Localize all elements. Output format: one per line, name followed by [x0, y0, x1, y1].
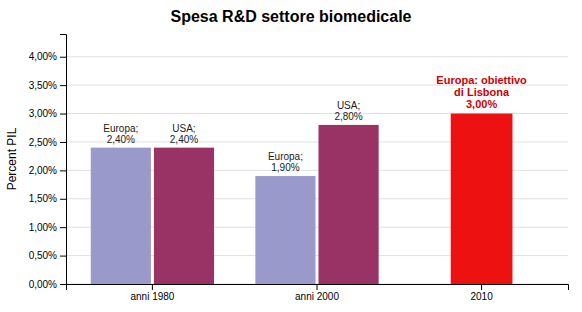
bar — [451, 114, 513, 284]
tick-label: 2010 — [470, 291, 493, 302]
tick-label: 3,50% — [29, 80, 57, 91]
y-axis-title: Percent PIL — [5, 127, 19, 190]
data-label: USA;2,80% — [334, 100, 362, 122]
tick-mark — [60, 256, 66, 257]
bars — [91, 114, 513, 284]
axis-line — [60, 35, 67, 285]
tick-label: anni 2000 — [295, 291, 339, 302]
tick: 3,00% — [29, 108, 66, 119]
tick: 2010 — [470, 284, 493, 302]
tick-label: 2,00% — [29, 165, 57, 176]
data-label: USA;2,40% — [170, 123, 198, 145]
axis-line — [67, 285, 569, 291]
tick-label: 2,50% — [29, 137, 57, 148]
plot: Europa;2,40% USA;2,40% Europa;1,90% USA;2,8… — [29, 35, 569, 303]
tick: 1,50% — [29, 193, 66, 204]
tick-label: anni 1980 — [130, 291, 174, 302]
tick-mark — [60, 227, 66, 228]
bar — [255, 176, 315, 284]
tick: 2,50% — [29, 137, 66, 148]
tick: 4,00% — [29, 51, 66, 62]
tick-mark — [60, 57, 66, 58]
tick-mark — [60, 284, 66, 285]
tick-mark — [60, 199, 66, 200]
bar — [319, 125, 379, 284]
tick-mark — [60, 142, 66, 143]
x-axis: anni 1980 anni 2000 2010 — [67, 284, 569, 302]
tick: 1,00% — [29, 222, 66, 233]
title: Spesa R&D settore biomedicale — [171, 8, 412, 25]
annotation: Europa: obiettivodi Lisbona3,00% — [436, 74, 527, 110]
tick: 0,00% — [29, 279, 66, 290]
data-label: Europa;1,90% — [268, 151, 303, 173]
data-labels: Europa;2,40% USA;2,40% Europa;1,90% USA;2,8… — [103, 100, 363, 173]
tick-mark — [317, 284, 318, 290]
tick-label: 1,00% — [29, 222, 57, 233]
tick-label: 1,50% — [29, 193, 57, 204]
bar — [154, 148, 214, 284]
tick-mark — [60, 85, 66, 86]
tick-label: 3,00% — [29, 108, 57, 119]
tick: 2,00% — [29, 165, 66, 176]
data-label: Europa;2,40% — [103, 123, 138, 145]
tick: 0,50% — [29, 250, 66, 261]
tick-label: 4,00% — [29, 51, 57, 62]
tick-mark — [60, 170, 66, 171]
grid-line — [66, 56, 568, 57]
tick-label: 0,50% — [29, 250, 57, 261]
chart: Europa;2,40% USA;2,40% Europa;1,90% USA;2,8… — [0, 0, 582, 312]
tick-mark — [481, 284, 482, 290]
tick: anni 1980 — [130, 284, 174, 302]
tick: anni 2000 — [295, 284, 339, 302]
tick-mark — [60, 114, 66, 115]
y-axis: 0,00% 0,50% 1,00% 1,50% 2,00% 2,50% 3,00% 3,50%… — [29, 35, 67, 290]
tick: 3,50% — [29, 80, 66, 91]
tick-label: 0,00% — [29, 279, 57, 290]
grid — [66, 57, 568, 284]
bar — [91, 148, 151, 284]
tick-mark — [152, 284, 153, 290]
